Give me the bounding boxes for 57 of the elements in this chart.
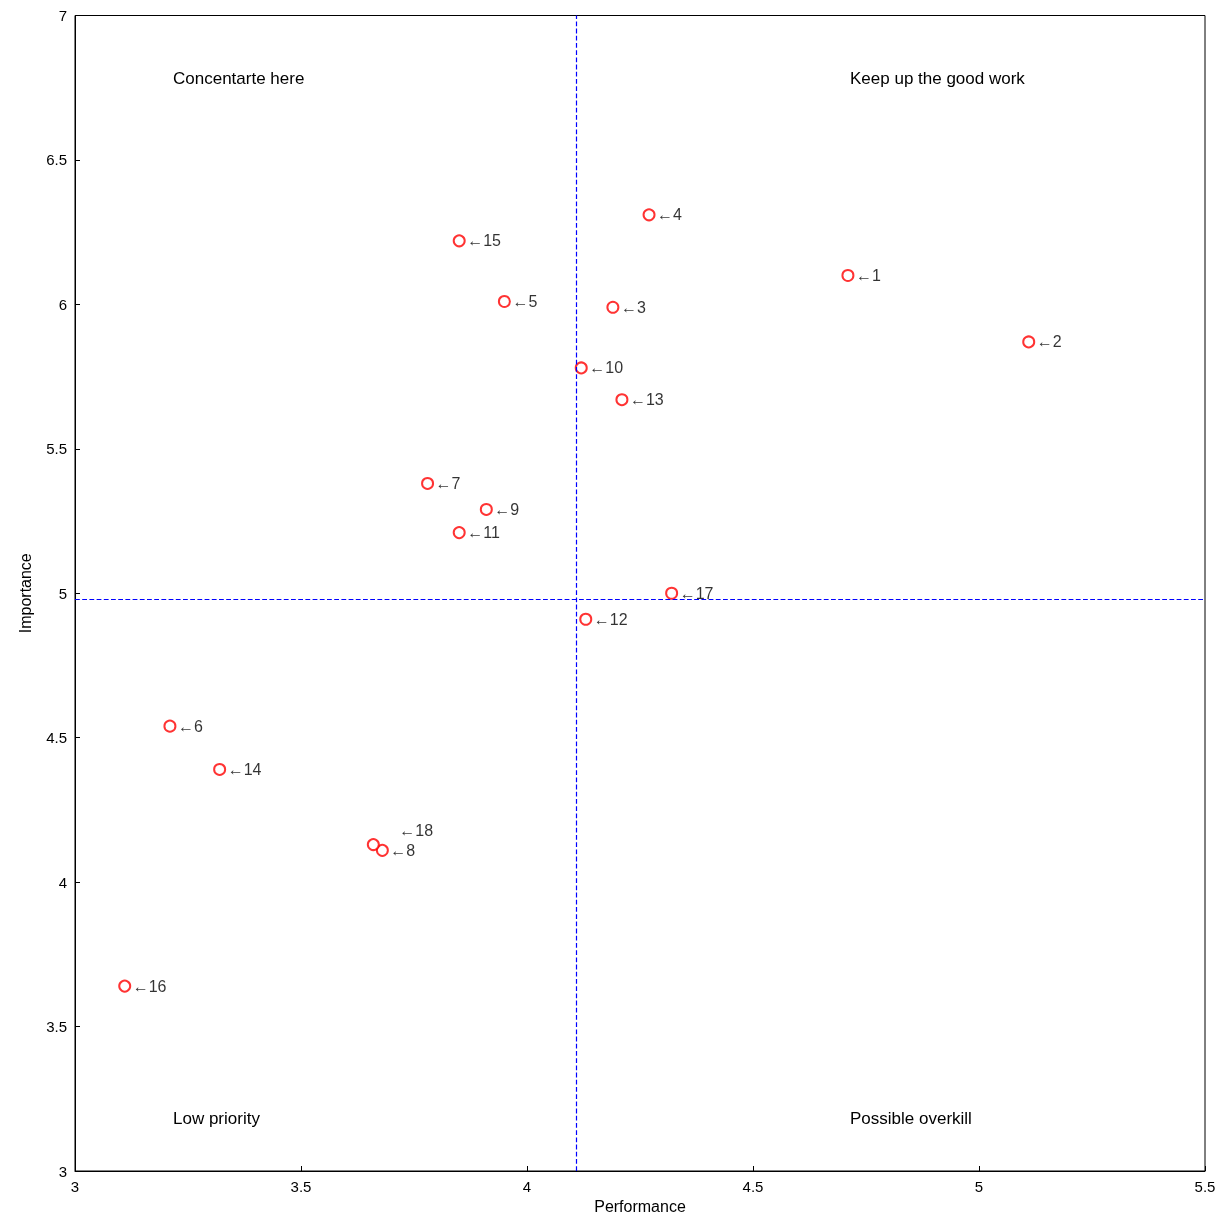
x-tick-label: 4.5 bbox=[742, 1178, 764, 1195]
annotation: Keep up the good work bbox=[850, 69, 1026, 88]
annotation: ←16 bbox=[132, 977, 167, 995]
y-tick-label: 6 bbox=[58, 295, 67, 313]
annotation: Possible overkill bbox=[850, 1109, 972, 1128]
annotation: ←18 bbox=[399, 822, 434, 840]
point bbox=[213, 762, 227, 776]
annotation: ←4 bbox=[657, 206, 683, 224]
annotation: ←7 bbox=[435, 474, 461, 492]
annotation: ←13 bbox=[629, 391, 664, 409]
point bbox=[452, 526, 466, 540]
point bbox=[163, 719, 177, 733]
annotation: Low priority bbox=[173, 1109, 261, 1128]
annotation: ←9 bbox=[494, 500, 520, 518]
point bbox=[366, 838, 380, 852]
y-tick-label: 4.5 bbox=[46, 729, 67, 747]
point bbox=[841, 268, 855, 282]
annotation: Concentarte here bbox=[173, 69, 305, 88]
y-tick-label: 4 bbox=[58, 873, 67, 891]
point bbox=[118, 979, 132, 993]
point bbox=[479, 502, 493, 516]
y-tick-label: 3 bbox=[58, 1162, 67, 1180]
x-axis-title: Performance bbox=[594, 1198, 686, 1216]
point bbox=[606, 300, 620, 314]
annotation: ←2 bbox=[1036, 333, 1062, 351]
point bbox=[615, 393, 629, 407]
x-tick-label: 3.5 bbox=[290, 1178, 312, 1195]
y-tick-label: 3.5 bbox=[46, 1018, 67, 1036]
annotation: ←1 bbox=[855, 266, 881, 284]
y-axis-title: Importance bbox=[16, 553, 34, 634]
point bbox=[665, 586, 679, 600]
point bbox=[452, 234, 466, 248]
point bbox=[497, 294, 511, 308]
y-tick-label: 5 bbox=[58, 584, 67, 602]
x-tick-label: 3 bbox=[70, 1178, 80, 1195]
x-tick-label: 5 bbox=[974, 1178, 984, 1195]
y-tick-label: 5.5 bbox=[46, 440, 67, 458]
annotation: ←14 bbox=[227, 760, 262, 778]
annotation: ←12 bbox=[593, 610, 628, 628]
point bbox=[421, 476, 435, 490]
point bbox=[642, 208, 656, 222]
annotation: ←15 bbox=[467, 232, 502, 250]
y-tick-label: 6.5 bbox=[46, 151, 67, 169]
y-tick-label: 7 bbox=[58, 7, 67, 24]
point bbox=[579, 612, 593, 626]
point bbox=[574, 361, 588, 375]
x-tick-label: 5.5 bbox=[1194, 1178, 1216, 1195]
annotation: ←3 bbox=[620, 298, 646, 316]
annotation: ←17 bbox=[679, 584, 714, 602]
annotation: ←8 bbox=[390, 841, 416, 859]
annotation: ←11 bbox=[467, 524, 500, 542]
x-tick-label: 4 bbox=[522, 1178, 532, 1195]
annotation: ←5 bbox=[512, 292, 538, 310]
point bbox=[375, 843, 389, 857]
annotation: ←6 bbox=[177, 717, 203, 735]
annotation: ←10 bbox=[589, 359, 624, 377]
point bbox=[1022, 335, 1036, 349]
